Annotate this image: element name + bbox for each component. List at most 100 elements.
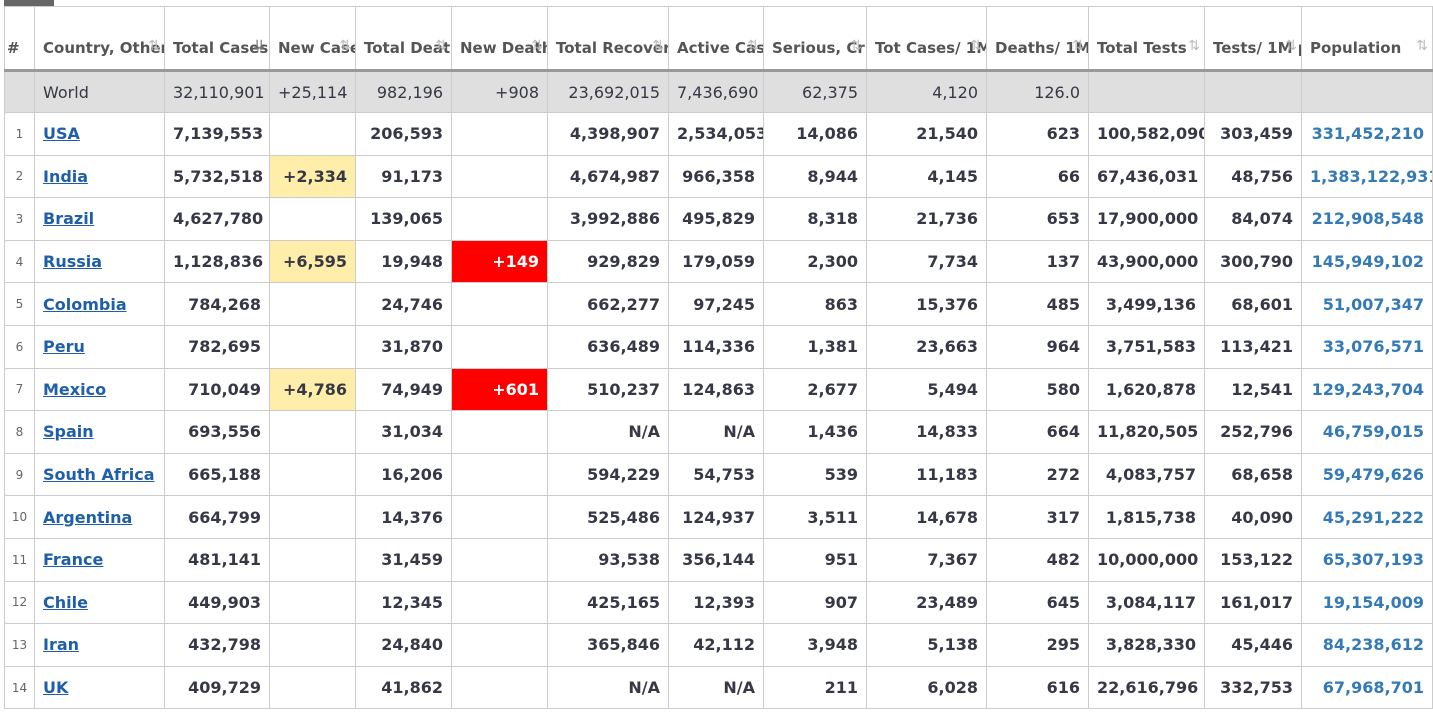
- cell-new-deaths: [451, 282, 548, 326]
- cell-total-tests: 22,616,796: [1088, 665, 1205, 710]
- sort-icon[interactable]: ⇅: [652, 38, 664, 54]
- cell-active-cases: 179,059: [668, 239, 764, 284]
- table-row: 4 Russia 1,128,836 +6,595 19,948 +149 929,829 1…: [4, 239, 1433, 284]
- column-header-country[interactable]: Country, Other ⇅: [34, 6, 165, 72]
- cell-serious-critical: 1,381: [763, 324, 867, 369]
- column-header-serious-critical[interactable]: Serious, Critical⇅: [763, 6, 867, 72]
- column-header-population[interactable]: Population ⇅: [1301, 6, 1433, 72]
- cell-serious-critical: 14,086: [763, 112, 867, 156]
- cell-new-deaths: [451, 154, 548, 199]
- country-link[interactable]: Chile: [43, 592, 88, 612]
- cell-deaths-per-million: 317: [986, 495, 1089, 539]
- column-header-label: Total Cases: [173, 39, 269, 57]
- cell-new-deaths: [451, 495, 548, 539]
- cell-active-cases: 12,393: [668, 580, 764, 625]
- cell-country: Chile: [34, 580, 165, 625]
- column-header-new-cases[interactable]: New Cases⇅: [269, 6, 356, 72]
- cell-country: India: [34, 154, 165, 199]
- sort-icon[interactable]: ⇅: [1188, 38, 1200, 54]
- cell-total-deaths: 31,870: [355, 324, 452, 369]
- sort-icon[interactable]: ⇅: [1285, 38, 1297, 54]
- cell-total-tests: 67,436,031: [1088, 154, 1205, 199]
- sort-icon[interactable]: ⇅: [531, 38, 543, 54]
- cell-tests-per-million: 84,074: [1204, 197, 1302, 241]
- table-row: 9 South Africa 665,188 16,206 594,229 54,753 5…: [4, 452, 1433, 497]
- cell-new-cases: +2,334: [269, 154, 356, 199]
- column-header-deaths-per-million[interactable]: Deaths/ 1M pop⇅: [986, 6, 1089, 72]
- cell-tests-per-million: 303,459: [1204, 112, 1302, 156]
- cell-rank: 7: [4, 367, 35, 412]
- cell-total-cases: 449,903: [164, 580, 270, 625]
- cell-total-tests: 43,900,000: [1088, 239, 1205, 284]
- cell-rank: 3: [4, 197, 35, 241]
- country-link[interactable]: Argentina: [43, 507, 133, 527]
- cell-total-deaths: 16,206: [355, 452, 452, 497]
- column-header-label: Total Deaths: [364, 39, 451, 57]
- column-header-label: Tot Cases/ 1M pop: [875, 39, 986, 57]
- cell-serious-critical: 62,375: [763, 70, 867, 113]
- column-header-tests-per-million[interactable]: Tests/ 1M pop⇅: [1204, 6, 1302, 72]
- table-row: 13 Iran 432,798 24,840 365,846 42,112 3,948 5,1…: [4, 623, 1433, 667]
- country-link[interactable]: UK: [43, 678, 69, 698]
- sort-icon[interactable]: ⇅: [850, 38, 862, 54]
- column-header-cases-per-million[interactable]: Tot Cases/ 1M pop⇅: [866, 6, 987, 72]
- cell-rank: 8: [4, 410, 35, 454]
- column-header-total-recovered[interactable]: Total Recovered⇅: [547, 6, 669, 72]
- sort-descending-icon[interactable]: ⇊: [253, 38, 265, 54]
- cell-new-deaths: [451, 537, 548, 582]
- column-header-label: Deaths/ 1M pop: [995, 39, 1089, 57]
- cell-total-deaths: 31,034: [355, 410, 452, 454]
- active-tab-indicator[interactable]: [4, 0, 54, 6]
- cell-total-deaths: 139,065: [355, 197, 452, 241]
- column-header-total-cases[interactable]: Total Cases ⇊: [164, 6, 270, 72]
- country-link[interactable]: Iran: [43, 635, 80, 655]
- cell-deaths-per-million: 653: [986, 197, 1089, 241]
- cell-new-cases: [269, 282, 356, 326]
- cell-new-cases: [269, 580, 356, 625]
- column-header-label: Population: [1310, 39, 1402, 57]
- cell-new-deaths: [451, 410, 548, 454]
- sort-icon[interactable]: ⇅: [1416, 38, 1428, 54]
- country-link[interactable]: USA: [43, 124, 80, 144]
- sort-icon[interactable]: ⇅: [747, 38, 759, 54]
- cell-total-cases: 784,268: [164, 282, 270, 326]
- country-link[interactable]: Brazil: [43, 209, 95, 229]
- sort-icon[interactable]: ⇅: [970, 38, 982, 54]
- country-link[interactable]: France: [43, 550, 104, 570]
- cell-new-deaths: [451, 197, 548, 241]
- table-row: 3 Brazil 4,627,780 139,065 3,992,886 495,829 8…: [4, 197, 1433, 241]
- country-link[interactable]: Colombia: [43, 294, 127, 314]
- cell-active-cases: 114,336: [668, 324, 764, 369]
- cell-total-deaths: 24,840: [355, 623, 452, 667]
- sort-icon[interactable]: ⇅: [435, 38, 447, 54]
- cell-total-deaths: 31,459: [355, 537, 452, 582]
- country-link[interactable]: Spain: [43, 422, 94, 442]
- country-link[interactable]: South Africa: [43, 465, 155, 485]
- column-header-new-deaths[interactable]: New Deaths⇅: [451, 6, 548, 72]
- column-header-total-deaths[interactable]: Total Deaths⇅: [355, 6, 452, 72]
- country-link[interactable]: India: [43, 166, 89, 186]
- cell-population: 331,452,210: [1301, 112, 1433, 156]
- cell-new-deaths: [451, 623, 548, 667]
- sort-icon[interactable]: ⇅: [148, 38, 160, 54]
- cell-new-cases: [269, 410, 356, 454]
- country-link[interactable]: Mexico: [43, 379, 107, 399]
- cell-cases-per-million: 21,540: [866, 112, 987, 156]
- column-header-rank[interactable]: #: [4, 6, 35, 72]
- cell-population: 59,479,626: [1301, 452, 1433, 497]
- column-header-label: Active Cases: [677, 39, 763, 57]
- cell-rank: 12: [4, 580, 35, 625]
- sort-icon[interactable]: ⇅: [339, 38, 351, 54]
- cell-new-deaths: +908: [451, 70, 548, 113]
- cell-population: 65,307,193: [1301, 537, 1433, 582]
- cell-serious-critical: 3,511: [763, 495, 867, 539]
- table-header-row: #Country, Other⇅Total Cases⇊New Cases⇅To…: [4, 6, 1433, 72]
- country-link[interactable]: Peru: [43, 337, 85, 357]
- cell-new-cases: [269, 537, 356, 582]
- cell-total-cases: 409,729: [164, 665, 270, 710]
- column-header-label: Country, Other: [43, 39, 165, 57]
- column-header-total-tests[interactable]: Total Tests ⇅: [1088, 6, 1205, 72]
- column-header-active-cases[interactable]: Active Cases⇅: [668, 6, 764, 72]
- sort-icon[interactable]: ⇅: [1072, 38, 1084, 54]
- country-link[interactable]: Russia: [43, 252, 103, 272]
